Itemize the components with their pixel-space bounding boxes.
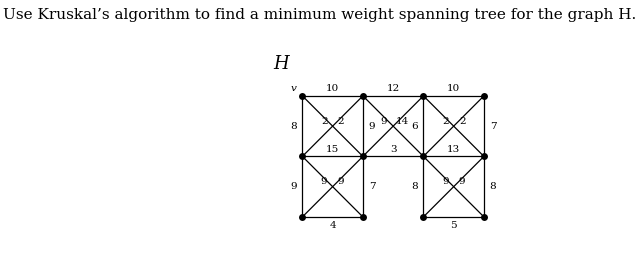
Text: 8: 8 <box>411 182 418 191</box>
Text: 9: 9 <box>290 182 296 191</box>
Text: 13: 13 <box>447 145 460 154</box>
Text: v: v <box>291 84 296 93</box>
Text: 5: 5 <box>450 221 457 230</box>
Text: 2: 2 <box>321 117 327 126</box>
Text: 9: 9 <box>338 177 344 186</box>
Text: Use Kruskal’s algorithm to find a minimum weight spanning tree for the graph H.: Use Kruskal’s algorithm to find a minimu… <box>3 8 636 22</box>
Text: 8: 8 <box>489 182 497 191</box>
Text: 14: 14 <box>396 117 410 126</box>
Text: 15: 15 <box>326 145 339 154</box>
Text: 9: 9 <box>369 122 375 131</box>
Text: 2: 2 <box>459 117 465 126</box>
Text: 9: 9 <box>321 177 327 186</box>
Text: 7: 7 <box>369 182 375 191</box>
Text: 2: 2 <box>338 117 344 126</box>
Text: 8: 8 <box>290 122 296 131</box>
Text: 4: 4 <box>329 221 336 230</box>
Text: H: H <box>273 55 289 73</box>
Text: 3: 3 <box>390 145 396 154</box>
Text: 12: 12 <box>387 84 400 93</box>
Text: 9: 9 <box>459 177 465 186</box>
Text: 9: 9 <box>442 177 449 186</box>
Text: 2: 2 <box>442 117 449 126</box>
Text: 10: 10 <box>326 84 339 93</box>
Text: 9: 9 <box>380 117 387 126</box>
Text: 7: 7 <box>489 122 497 131</box>
Text: 10: 10 <box>447 84 460 93</box>
Text: 6: 6 <box>411 122 418 131</box>
